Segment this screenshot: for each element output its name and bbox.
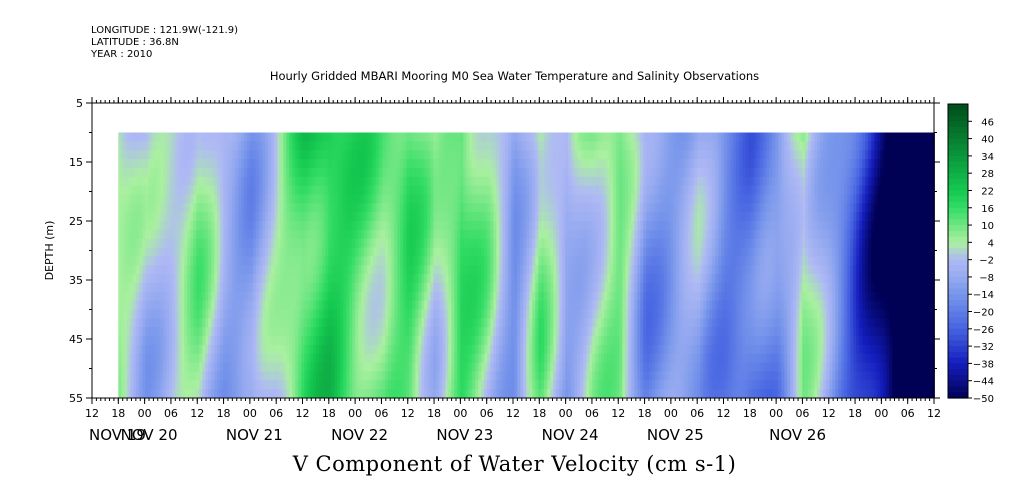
colorbar-tick-label: −14 bbox=[973, 290, 994, 301]
heatmap-cells bbox=[118, 132, 935, 399]
x-hour-tick-label: 06 bbox=[480, 407, 494, 420]
x-day-label: NOV 24 bbox=[542, 426, 599, 444]
x-day-label: NOV 25 bbox=[647, 426, 704, 444]
x-hour-tick-label: 00 bbox=[769, 407, 783, 420]
x-hour-tick-label: 18 bbox=[217, 407, 231, 420]
colorbar-tick-label: 22 bbox=[981, 186, 994, 197]
x-hour-tick-label: 12 bbox=[506, 407, 520, 420]
y-axis-label: DEPTH (m) bbox=[43, 221, 56, 281]
y-tick-label: 25 bbox=[69, 215, 83, 228]
colorbar-tick-label: −44 bbox=[973, 377, 994, 388]
x-day-label: NOV 26 bbox=[769, 426, 826, 444]
x-hour-tick-label: 12 bbox=[401, 407, 415, 420]
y-tick-label: 55 bbox=[69, 392, 83, 405]
x-day-label: NOV 20 bbox=[121, 426, 178, 444]
y-tick-label: 45 bbox=[69, 333, 83, 346]
x-hour-tick-label: 12 bbox=[296, 407, 310, 420]
chart-title: Hourly Gridded MBARI Mooring M0 Sea Wate… bbox=[269, 69, 760, 83]
colorbar-tick-label: −32 bbox=[973, 342, 994, 353]
x-hour-tick-label: 00 bbox=[243, 407, 257, 420]
colorbar-tick-label: 34 bbox=[981, 152, 994, 163]
colorbar-border bbox=[947, 103, 969, 399]
x-hour-tick-label: 12 bbox=[611, 407, 625, 420]
colorbar-tick-label: −2 bbox=[979, 256, 994, 267]
x-hour-tick-label: 12 bbox=[927, 407, 941, 420]
x-day-label: NOV 22 bbox=[331, 426, 388, 444]
x-hour-tick-label: 18 bbox=[322, 407, 336, 420]
x-hour-tick-label: 00 bbox=[664, 407, 678, 420]
colorbar-tick-label: 16 bbox=[981, 204, 994, 215]
x-hour-tick-label: 18 bbox=[638, 407, 652, 420]
colorbar-tick-label: 40 bbox=[981, 135, 994, 146]
x-day-label: NOV 23 bbox=[436, 426, 493, 444]
x-hour-tick-label: 06 bbox=[374, 407, 388, 420]
x-hour-tick-label: 18 bbox=[532, 407, 546, 420]
colorbar-tick-label: 46 bbox=[981, 117, 994, 128]
colorbar-tick-label: −26 bbox=[973, 325, 994, 336]
x-day-label: NOV 19 bbox=[89, 426, 146, 444]
x-hour-tick-label: 06 bbox=[164, 407, 178, 420]
latitude-label: LATITUDE : 36.8N bbox=[91, 37, 179, 48]
x-hour-tick-label: 06 bbox=[795, 407, 809, 420]
x-day-label: NOV 21 bbox=[226, 426, 283, 444]
colorbar-tick-label: 28 bbox=[981, 169, 994, 180]
colorbar: 46 40 34 28 22 16 10 4 −2 −8 −14 −20 −26 −32 −38 −44 −50 bbox=[947, 103, 994, 405]
colorbar-tick-label: −20 bbox=[973, 308, 994, 319]
x-hour-tick-label: 18 bbox=[848, 407, 862, 420]
x-hour-tick-label: 12 bbox=[822, 407, 836, 420]
x-hour-tick-label: 12 bbox=[717, 407, 731, 420]
y-tick-label: 35 bbox=[69, 274, 83, 287]
colorbar-tick-label: −50 bbox=[973, 394, 994, 405]
x-hour-tick-label: 00 bbox=[559, 407, 573, 420]
x-hour-tick-label: 06 bbox=[690, 407, 704, 420]
colorbar-tick-label: −8 bbox=[979, 273, 994, 284]
y-tick-label: 15 bbox=[69, 156, 83, 169]
x-hour-tick-label: 18 bbox=[427, 407, 441, 420]
x-hour-tick-label: 00 bbox=[453, 407, 467, 420]
colorbar-tick-label: −38 bbox=[973, 359, 994, 370]
x-hour-tick-label: 00 bbox=[874, 407, 888, 420]
y-tick-label: 5 bbox=[76, 97, 83, 110]
x-hour-tick-label: 18 bbox=[111, 407, 125, 420]
x-hour-tick-label: 06 bbox=[585, 407, 599, 420]
x-hour-tick-label: 06 bbox=[901, 407, 915, 420]
x-hour-tick-label: 12 bbox=[190, 407, 204, 420]
longitude-label: LONGITUDE : 121.9W(-121.9) bbox=[91, 25, 238, 36]
year-label: YEAR : 2010 bbox=[91, 49, 153, 60]
x-hour-tick-label: 00 bbox=[138, 407, 152, 420]
colorbar-tick-label: 4 bbox=[988, 238, 994, 249]
x-hour-tick-label: 18 bbox=[743, 407, 757, 420]
plot-frame: 12 18 00 06 12 18 00 06 12 18 00 06 12 18 00 06 12 18 00 06… bbox=[69, 97, 941, 444]
y-axis-title: DEPTH (m) bbox=[43, 221, 56, 281]
variable-label: V Component of Water Velocity (cm s-1) bbox=[292, 452, 737, 476]
x-hour-tick-label: 12 bbox=[85, 407, 99, 420]
colorbar-tick-label: 10 bbox=[981, 221, 994, 232]
x-hour-tick-label: 00 bbox=[348, 407, 362, 420]
x-hour-tick-label: 06 bbox=[269, 407, 283, 420]
